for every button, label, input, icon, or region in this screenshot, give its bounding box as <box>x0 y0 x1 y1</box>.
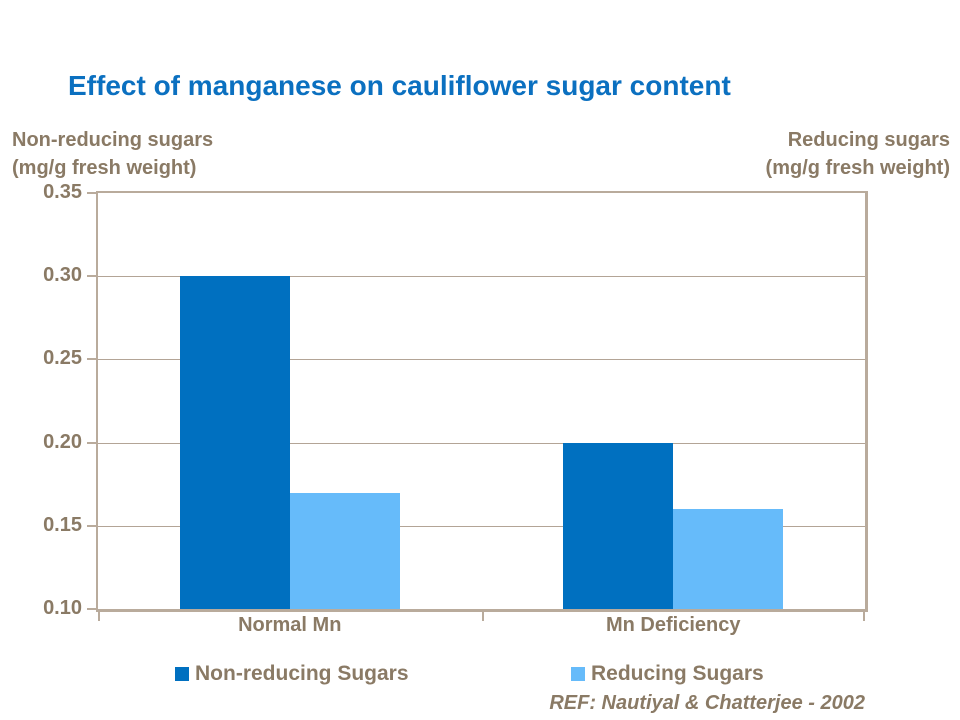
y-tick-mark <box>87 275 96 278</box>
y-axis-tick-label: 0.30 <box>43 264 82 287</box>
y-tick-mark <box>87 358 96 361</box>
x-category-label: Mn Deficiency <box>606 614 741 636</box>
bar-non-reducing-sugars-normal-mn <box>179 276 290 609</box>
gridline-0.15 <box>98 525 865 527</box>
legend-label: Non-reducing Sugars <box>195 662 409 685</box>
legend-item-reducing-sugars: Reducing Sugars <box>571 662 764 685</box>
bar-non-reducing-sugars-mn-deficiency <box>563 442 674 609</box>
y-axis-tick-label: 0.25 <box>43 347 82 370</box>
x-category-label: Normal Mn <box>238 614 342 636</box>
bar-reducing-sugars-mn-deficiency <box>673 509 784 609</box>
gridline-0.25 <box>98 359 865 361</box>
y-tick-mark <box>87 441 96 444</box>
reference-text: REF: Nautiyal & Chatterjee - 2002 <box>549 692 865 714</box>
x-tick-mark <box>481 612 484 621</box>
right-axis-title: Reducing sugars (mg/g fresh weight) <box>766 126 950 182</box>
y-tick-mark <box>87 524 96 527</box>
gridline-0.20 <box>98 442 865 444</box>
y-axis-tick-label: 0.15 <box>43 513 82 536</box>
gridline-0.30 <box>98 276 865 278</box>
x-tick-mark <box>98 612 100 621</box>
y-axis-tick-label: 0.20 <box>43 430 82 453</box>
right-axis-title-line2: (mg/g fresh weight) <box>765 157 950 179</box>
legend-item-non-reducing-sugars: Non-reducing Sugars <box>175 662 409 685</box>
legend-swatch-icon <box>175 667 189 681</box>
legend-label: Reducing Sugars <box>591 662 764 685</box>
legend-swatch-icon <box>571 667 585 681</box>
y-tick-mark <box>87 608 96 610</box>
y-axis-tick-label: 0.35 <box>43 181 82 203</box>
bar-reducing-sugars-normal-mn <box>289 492 400 609</box>
left-axis-title: Non-reducing sugars (mg/g fresh weight) <box>12 126 213 182</box>
y-axis-tick-label: 0.10 <box>43 597 82 619</box>
y-tick-mark <box>87 192 96 194</box>
left-axis-title-line1: Non-reducing sugars <box>12 129 214 151</box>
x-tick-mark <box>863 612 865 621</box>
plot-area <box>87 191 868 621</box>
chart-title: Effect of manganese on cauliflower sugar… <box>68 70 731 101</box>
right-axis-title-line1: Reducing sugars <box>787 129 950 151</box>
left-axis-title-line2: (mg/g fresh weight) <box>12 157 197 179</box>
